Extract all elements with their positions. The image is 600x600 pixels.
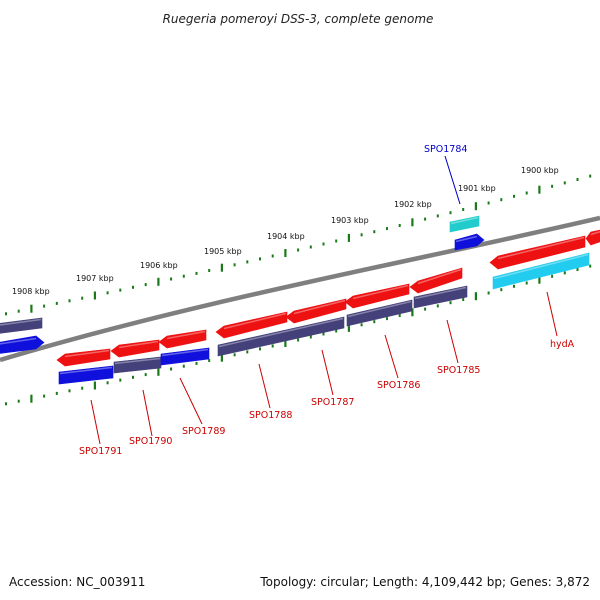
feature-left-dark[interactable] [0,317,43,334]
cds-SPO1788-highlight [223,312,287,330]
gene-label-hydA[interactable]: hydA [550,339,575,350]
gene-bar-SPO1786[interactable] [346,299,413,327]
cds-SPO1786-highlight [352,284,409,300]
leader-SPO1785 [446,319,459,364]
genome-summary-text: Topology: circular; Length: 4,109,442 bp… [259,575,590,589]
outer-tick-ring [5,174,592,316]
gene-bar-SPO1789[interactable] [160,347,210,366]
gene-label-SPO1790[interactable]: SPO1790 [129,436,172,447]
leader-SPO1784 [444,155,461,205]
kbp-label-1901: 1901 kbp [458,184,496,193]
cds-SPO1787-highlight [293,299,346,315]
gene-bar-SPO1788[interactable] [217,316,345,357]
cds-SPO1785-highlight [417,268,462,285]
gene-label-SPO1785[interactable]: SPO1785 [437,365,480,376]
kbp-label-1907: 1907 kbp [76,274,114,283]
gene-label-SPO1787[interactable]: SPO1787 [311,397,354,408]
kbp-label-1905: 1905 kbp [204,247,242,256]
gene-label-SPO1791[interactable]: SPO1791 [79,446,122,457]
gene-bar-SPO1788-highlight [218,317,344,348]
feature-left-blue[interactable] [0,335,45,354]
leader-SPO1789 [179,377,203,425]
cds-hydA[interactable] [489,235,586,270]
map-title: Ruegeria pomeroyi DSS-3, complete genome [163,12,434,26]
cds-SPO1791-highlight [64,349,110,358]
map-canvas: 1908 kbp 1907 kbp 1906 kbp 1905 kbp 1904… [0,144,600,457]
accession-text: Accession: NC_003911 [9,575,145,589]
genome-backbone [0,215,600,363]
kbp-label-1906: 1906 kbp [140,261,178,270]
cds-SPO1785[interactable] [409,267,463,294]
gene-bar-SPO1790-highlight [114,357,161,365]
kbp-label-1908: 1908 kbp [12,287,50,296]
gene-label-SPO1786[interactable]: SPO1786 [377,380,420,391]
cds-SPO1787[interactable] [285,298,347,324]
gene-bar-SPO1791[interactable] [58,365,114,385]
feature-left-dark-highlight [0,318,42,326]
leader-SPO1788 [258,363,271,409]
gene-bar-SPO1784-upper[interactable] [449,215,480,233]
leader-SPO1791 [90,399,101,445]
gene-bar-hydA[interactable] [492,252,590,290]
kbp-label-1900: 1900 kbp [521,166,559,175]
gene-bar-SPO1789-highlight [161,348,209,357]
cds-SPO1784[interactable] [454,233,485,251]
gene-bar-SPO1786-highlight [347,300,412,318]
gene-bar-SPO1785-highlight [414,286,467,300]
cds-hydA-highlight [497,236,585,260]
cds-SPO1786[interactable] [344,283,410,309]
gene-bar-SPO1784-upper-highlight [450,216,479,225]
feature-left-blue-highlight [0,337,37,345]
cds-right-partial[interactable] [585,229,600,246]
kbp-label-1904: 1904 kbp [267,232,305,241]
cds-SPO1789-highlight [166,330,206,340]
cds-SPO1790-highlight [118,340,159,349]
feature-track [0,215,600,385]
cds-right-partial-highlight [590,230,600,236]
cds-SPO1791[interactable] [56,348,111,367]
gene-label-SPO1784[interactable]: SPO1784 [424,144,467,155]
kbp-label-1902: 1902 kbp [394,200,432,209]
cds-SPO1790[interactable] [110,339,160,358]
cds-SPO1789[interactable] [158,329,207,349]
gene-bar-SPO1791-highlight [59,366,113,375]
leader-SPO1790 [142,389,153,437]
gene-label-SPO1789[interactable]: SPO1789 [182,426,225,437]
gene-bar-SPO1790[interactable] [113,356,162,374]
gene-bar-SPO1785[interactable] [413,285,468,309]
leader-SPO1787 [321,349,334,396]
gene-bar-hydA-highlight [493,253,589,280]
gene-label-SPO1788[interactable]: SPO1788 [249,410,292,421]
leader-SPO1786 [384,334,399,379]
leader-hydA [546,291,558,337]
cds-SPO1784-highlight [455,235,477,243]
kbp-label-1903: 1903 kbp [331,216,369,225]
